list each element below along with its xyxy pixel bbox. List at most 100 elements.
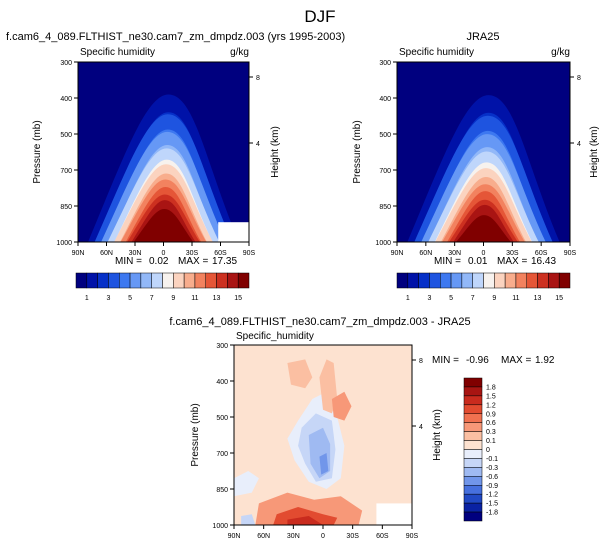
model-y-tick-label: 500 xyxy=(60,132,72,139)
diff-colorbar: 1.8 1.5 1.2 0.9 0.6 0.3 0.1 0 -0.1 -0.3 -0.6 -0.9 -1… xyxy=(463,377,498,522)
diff-colorbar-cell xyxy=(463,440,483,450)
model-colorbar-cell xyxy=(75,272,88,289)
model-y-tick-label: 700 xyxy=(60,168,72,175)
obs-y-tick-label: 1000 xyxy=(375,240,391,247)
model-colorbar-cell xyxy=(162,272,174,289)
diff-colorbar-cell xyxy=(463,431,483,441)
obs-colorbar-cell xyxy=(483,272,495,289)
diff-y-tick-label: 1000 xyxy=(212,523,228,530)
model-missing-region xyxy=(218,222,249,242)
model-x-tick-label: 90S xyxy=(243,250,256,257)
diff-ylabel: Pressure (mb) xyxy=(190,403,201,466)
diff-x-tick-label: 90S xyxy=(406,533,419,540)
diff-x-tick-label: 90N xyxy=(228,533,241,540)
obs-height-tick-label: 4 xyxy=(577,141,581,148)
diff-colorbar-label: 0 xyxy=(486,447,490,454)
obs-variable-label: Specific humidity xyxy=(399,47,474,58)
model-axes: 90N 60N 30N 0 30S 60S 90S 300 400 500 700 850 1000 8 4 xyxy=(56,60,260,257)
diff-height-tick-label: 8 xyxy=(419,358,423,365)
obs-colorbar-cell xyxy=(504,272,517,289)
model-variable-label: Specific humidity xyxy=(80,47,155,58)
diff-colorbar-cell xyxy=(463,377,483,388)
model-colorbar-cell xyxy=(237,272,250,289)
obs-y-tick-label: 700 xyxy=(379,168,391,175)
obs-x-tick-label: 90N xyxy=(391,250,404,257)
model-min-label: MIN = xyxy=(115,256,142,267)
obs-colorbar-cell xyxy=(450,272,463,289)
obs-units-label: g/kg xyxy=(551,47,570,58)
model-colorbar-label: 15 xyxy=(234,295,242,302)
model-x-tick-label: 0 xyxy=(162,250,166,257)
model-x-tick-label: 30N xyxy=(129,250,142,257)
diff-missing-region xyxy=(376,503,412,525)
obs-height-tick-label: 8 xyxy=(577,75,581,82)
obs-x-tick-label: 90S xyxy=(564,250,577,257)
diff-y-tick-label: 400 xyxy=(216,379,228,386)
diff-colorbar-label: 1.8 xyxy=(486,384,496,391)
obs-colorbar-label: 13 xyxy=(534,295,542,302)
diff-colorbar-cell xyxy=(463,511,483,522)
model-units-label: g/kg xyxy=(230,47,249,58)
panel-obs: JRA25 Specific humidity g/kg 90N 60N 30N 0 3… xyxy=(352,31,600,302)
diff-colorbar-cell xyxy=(463,493,483,504)
diff-colorbar-label: -0.1 xyxy=(486,456,498,463)
model-colorbar-cell xyxy=(183,272,196,289)
obs-colorbar: 1 3 5 7 9 11 13 15 xyxy=(396,272,571,302)
diff-colorbar-label: 0.6 xyxy=(486,420,496,427)
obs-colorbar-label: 1 xyxy=(406,295,410,302)
diff-height-tick-label: 4 xyxy=(419,424,423,431)
obs-y-tick-label: 400 xyxy=(379,96,391,103)
diff-colorbar-label: -1.5 xyxy=(486,501,498,508)
model-colorbar-label: 7 xyxy=(150,295,154,302)
diff-colorbar-cell xyxy=(463,395,483,406)
model-ylabel: Pressure (mb) xyxy=(32,120,43,183)
model-colorbar-cell xyxy=(119,272,131,289)
model-colorbar-cell xyxy=(173,272,185,289)
diff-contour-band xyxy=(287,516,323,525)
model-x-tick-label: 60N xyxy=(100,250,113,257)
obs-min-label: MIN = xyxy=(434,256,461,267)
diff-x-tick-label: 30N xyxy=(287,533,300,540)
diff-max-label: MAX = xyxy=(501,355,531,366)
diff-ylabel-right: Height (km) xyxy=(432,409,443,461)
diff-colorbar-cell xyxy=(463,502,483,513)
model-height-tick-label: 4 xyxy=(256,141,260,148)
diff-colorbar-label: 0.1 xyxy=(486,438,496,445)
obs-colorbar-cell xyxy=(461,272,473,289)
diff-x-tick-label: 60S xyxy=(376,533,389,540)
diff-colorbar-label: 1.2 xyxy=(486,402,496,409)
model-colorbar-cell xyxy=(108,272,120,289)
diff-variable-label: Specific_humidity xyxy=(236,331,314,342)
model-y-tick-label: 400 xyxy=(60,96,72,103)
diff-contour-band xyxy=(241,514,256,525)
model-y-tick-label: 850 xyxy=(60,204,72,211)
obs-min-value: 0.01 xyxy=(468,256,488,267)
diff-y-tick-label: 500 xyxy=(216,415,228,422)
diff-x-tick-label: 30S xyxy=(346,533,359,540)
model-max-value: 17.35 xyxy=(212,256,237,267)
diff-title: f.cam6_4_089.FLTHIST_ne30.cam7_zm_dmpdz.… xyxy=(169,316,470,328)
panel-model: f.cam6_4_089.FLTHIST_ne30.cam7_zm_dmpdz.… xyxy=(6,31,345,302)
model-min-value: 0.02 xyxy=(149,256,169,267)
model-colorbar-cell xyxy=(194,272,206,289)
diff-colorbar-cell xyxy=(463,485,483,495)
diff-contour-band xyxy=(234,471,259,497)
diff-contour-band xyxy=(319,453,329,475)
diff-x-tick-label: 0 xyxy=(321,533,325,540)
obs-colorbar-label: 3 xyxy=(427,295,431,302)
obs-contour-band xyxy=(459,218,508,242)
obs-max-value: 16.43 xyxy=(531,256,556,267)
diff-contour-band xyxy=(331,391,352,421)
obs-stats: MIN = 0.01 MAX = 16.43 xyxy=(434,256,556,267)
model-title: f.cam6_4_089.FLTHIST_ne30.cam7_zm_dmpdz.… xyxy=(6,31,345,43)
obs-colorbar-cell xyxy=(537,272,549,289)
diff-colorbar-label: -0.6 xyxy=(486,474,498,481)
diff-y-tick-label: 300 xyxy=(216,343,228,350)
panel-diff: f.cam6_4_089.FLTHIST_ne30.cam7_zm_dmpdz.… xyxy=(169,316,555,540)
model-stats: MIN = 0.02 MAX = 17.35 xyxy=(115,256,237,267)
obs-x-tick-label: 30N xyxy=(448,250,461,257)
model-ylabel-right: Height (km) xyxy=(270,126,281,178)
diff-x-tick-label: 60N xyxy=(257,533,270,540)
diff-field xyxy=(234,345,412,525)
